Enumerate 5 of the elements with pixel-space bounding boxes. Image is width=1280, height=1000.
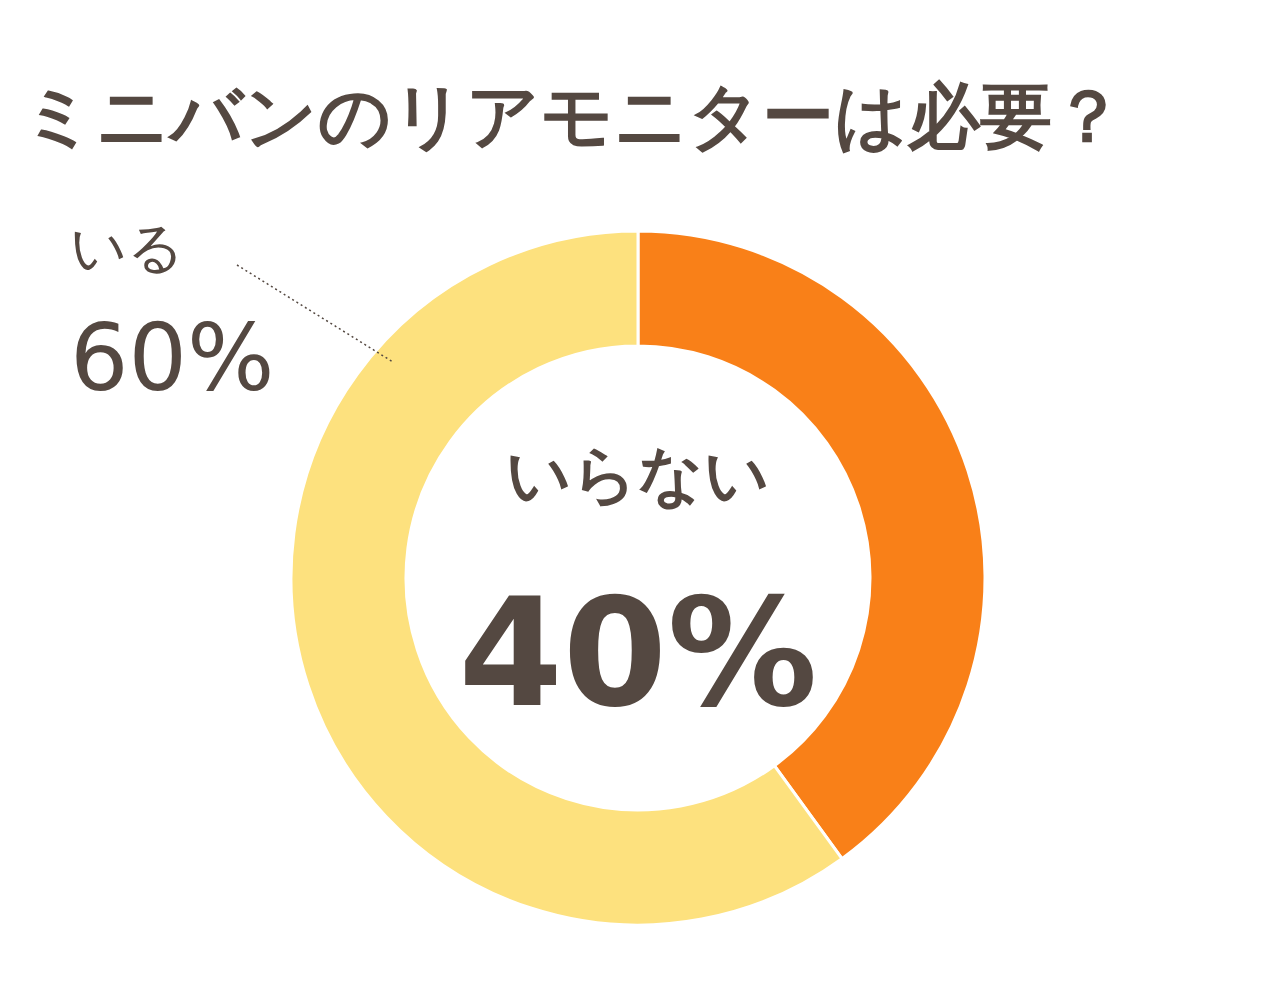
chart-title: ミニバンのリアモニターは必要？ xyxy=(22,74,1124,158)
slice-label: いる xyxy=(70,215,184,280)
data-label: 40% xyxy=(458,566,818,740)
data-label: 60% xyxy=(70,305,275,412)
slice-label: いらない xyxy=(506,438,770,512)
